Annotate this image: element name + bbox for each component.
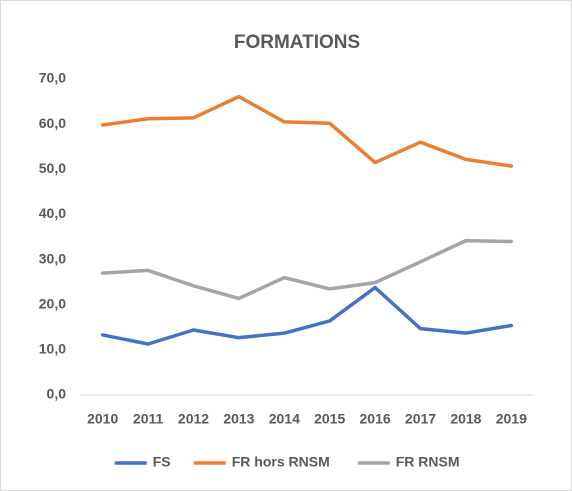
y-tick-label: 0,0 [47,386,67,402]
x-tick-label: 2017 [405,411,436,427]
y-tick-label: 70,0 [39,70,66,86]
x-tick-label: 2014 [269,411,300,427]
x-tick-label: 2015 [314,411,345,427]
y-tick-label: 10,0 [39,341,66,357]
legend-label: FR RNSM [396,454,460,470]
line-series [100,94,514,168]
y-tick-label: 50,0 [39,160,66,176]
line-series [100,285,514,346]
x-tick-label: 2016 [360,411,391,427]
y-tick-label: 30,0 [39,250,66,266]
chart-title: FORMATIONS [234,32,360,53]
legend-label: FS [153,454,171,470]
y-tick-label: 20,0 [39,295,66,311]
line-series [100,238,514,301]
x-tick-label: 2018 [450,411,481,427]
y-tick-label: 40,0 [39,205,66,221]
x-tick-label: 2019 [496,411,527,427]
x-tick-label: 2012 [178,411,209,427]
y-tick-label: 60,0 [39,115,66,131]
x-tick-label: 2010 [87,411,118,427]
legend-label: FR hors RNSM [232,454,330,470]
x-tick-label: 2013 [223,411,254,427]
x-tick-label: 2011 [133,411,164,427]
